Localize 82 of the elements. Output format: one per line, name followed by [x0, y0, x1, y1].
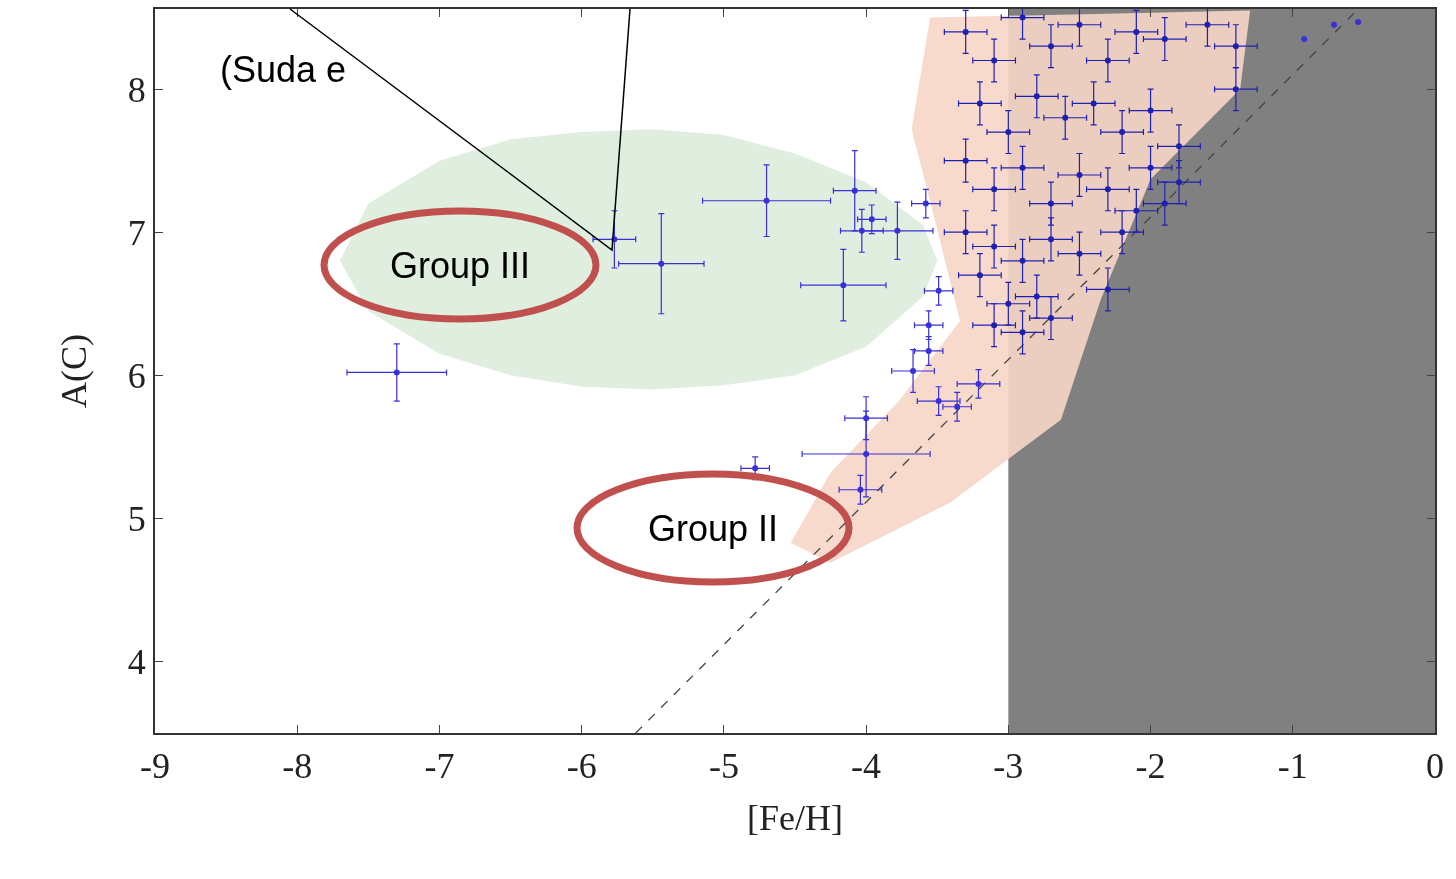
- point: [1232, 43, 1239, 50]
- point: [976, 272, 983, 279]
- point: [1019, 164, 1026, 171]
- y-tick-label: 7: [127, 212, 146, 253]
- point: [863, 450, 870, 457]
- x-tick-label: -8: [282, 746, 313, 787]
- point: [1161, 200, 1168, 207]
- point: [894, 227, 901, 234]
- point: [975, 380, 982, 387]
- point: [851, 187, 858, 194]
- point: [925, 347, 932, 354]
- point: [962, 229, 969, 236]
- point: [658, 260, 665, 267]
- point: [1161, 36, 1168, 43]
- point: [1232, 86, 1239, 93]
- x-tick-label: -5: [708, 746, 739, 787]
- point: [868, 216, 875, 223]
- point: [935, 287, 942, 294]
- point: [976, 100, 983, 107]
- point: [962, 157, 969, 164]
- point: [1104, 286, 1111, 293]
- point: [763, 197, 770, 204]
- point: [393, 369, 400, 376]
- point: [1048, 43, 1054, 50]
- x-tick-label: -6: [566, 746, 597, 787]
- point: [991, 243, 998, 250]
- point: [1076, 171, 1083, 178]
- point: [1119, 129, 1126, 136]
- point: [1104, 186, 1111, 193]
- point: [1090, 100, 1097, 107]
- annotation: (Suda e: [220, 49, 347, 90]
- x-tick-label: -7: [424, 746, 455, 787]
- point: [954, 403, 961, 410]
- point: [1062, 114, 1069, 121]
- annotation: Group III: [390, 245, 531, 286]
- point: [991, 322, 998, 329]
- point: [1019, 257, 1026, 264]
- x-tick-label: -2: [1135, 746, 1166, 787]
- x-axis-title: [Fe/H]: [747, 798, 843, 839]
- point: [962, 28, 969, 35]
- point: [910, 368, 917, 374]
- point: [1176, 179, 1182, 186]
- point: [991, 57, 998, 64]
- point: [935, 398, 942, 405]
- point: [1033, 293, 1040, 300]
- y-axis-title: A(C): [54, 334, 95, 408]
- x-tick-label: -1: [1277, 746, 1308, 787]
- point: [1033, 93, 1040, 100]
- point: [863, 415, 870, 422]
- point: [922, 200, 929, 207]
- point: [752, 465, 759, 472]
- point: [1147, 164, 1154, 171]
- point: [1048, 315, 1054, 322]
- x-tick-label: -9: [140, 746, 170, 787]
- point: [1005, 300, 1012, 307]
- point: [1076, 250, 1083, 257]
- point: [1076, 21, 1083, 28]
- point: [857, 486, 864, 493]
- point: [1104, 57, 1111, 64]
- x-tick-label: -3: [993, 746, 1024, 787]
- point: [1048, 236, 1054, 243]
- point: [1133, 207, 1140, 214]
- point: [1048, 200, 1054, 207]
- point: [1147, 107, 1154, 114]
- x-tick-label: -4: [851, 746, 882, 787]
- point: [1119, 229, 1126, 236]
- y-tick-label: 8: [127, 69, 146, 110]
- point: [1176, 143, 1182, 150]
- point: [1019, 329, 1026, 336]
- annotation: Group II: [648, 508, 779, 549]
- y-tick-label: 5: [127, 498, 146, 539]
- y-tick-label: 4: [127, 642, 146, 683]
- point: [1133, 28, 1140, 35]
- point: [1019, 14, 1026, 21]
- point: [1005, 129, 1012, 136]
- point: [1204, 21, 1211, 28]
- point: [925, 322, 932, 329]
- x-tick-label: 0: [1426, 746, 1444, 787]
- y-tick-label: 6: [127, 355, 146, 396]
- point: [840, 282, 847, 289]
- point: [991, 186, 998, 193]
- point: [858, 227, 865, 234]
